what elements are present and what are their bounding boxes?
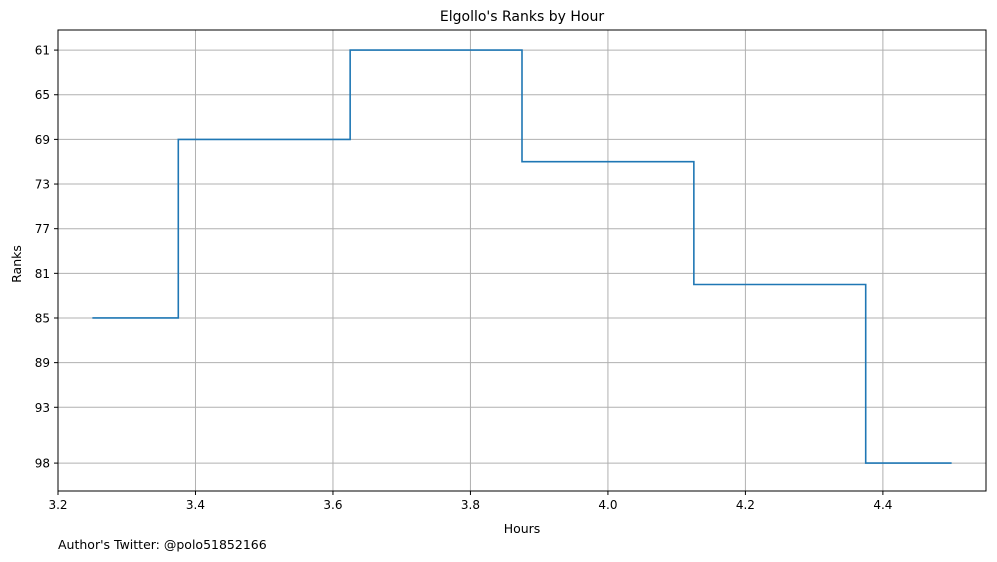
author-twitter-note: Author's Twitter: @polo51852166 xyxy=(58,537,267,552)
y-axis-label: Ranks xyxy=(9,245,24,283)
chart-title: Elgollo's Ranks by Hour xyxy=(440,9,604,25)
tick-labels: 3.2 3.4 3.6 3.8 4.0 4.2 4.4 61 65 69 73 77 81 85 89 93 9… xyxy=(35,44,893,512)
x-tick-label: 3.6 xyxy=(323,498,342,512)
rank-step-line xyxy=(92,49,952,464)
x-tick-label: 4.0 xyxy=(598,498,617,512)
y-tick-label: 81 xyxy=(35,267,50,281)
grid-lines xyxy=(57,30,986,491)
y-tick-label: 85 xyxy=(35,311,50,325)
x-tick-label: 3.4 xyxy=(186,498,205,512)
y-tick-label: 89 xyxy=(35,356,50,370)
y-tick-label: 73 xyxy=(35,178,50,192)
x-tick-label: 3.2 xyxy=(48,498,67,512)
y-tick-label: 93 xyxy=(35,401,50,415)
rank-series xyxy=(92,49,952,464)
x-tick-label: 4.4 xyxy=(873,498,892,512)
x-tick-label: 4.2 xyxy=(736,498,755,512)
plot-frame xyxy=(57,29,987,492)
axes xyxy=(57,29,987,492)
x-tick-label: 3.8 xyxy=(461,498,480,512)
y-tick-label: 77 xyxy=(35,222,50,236)
y-tick-label: 65 xyxy=(35,88,50,102)
y-tick-label: 61 xyxy=(35,44,50,58)
y-tick-label: 69 xyxy=(35,133,50,147)
tick-marks xyxy=(54,49,884,495)
x-axis-label: Hours xyxy=(504,521,541,536)
y-tick-label: 98 xyxy=(35,457,50,471)
